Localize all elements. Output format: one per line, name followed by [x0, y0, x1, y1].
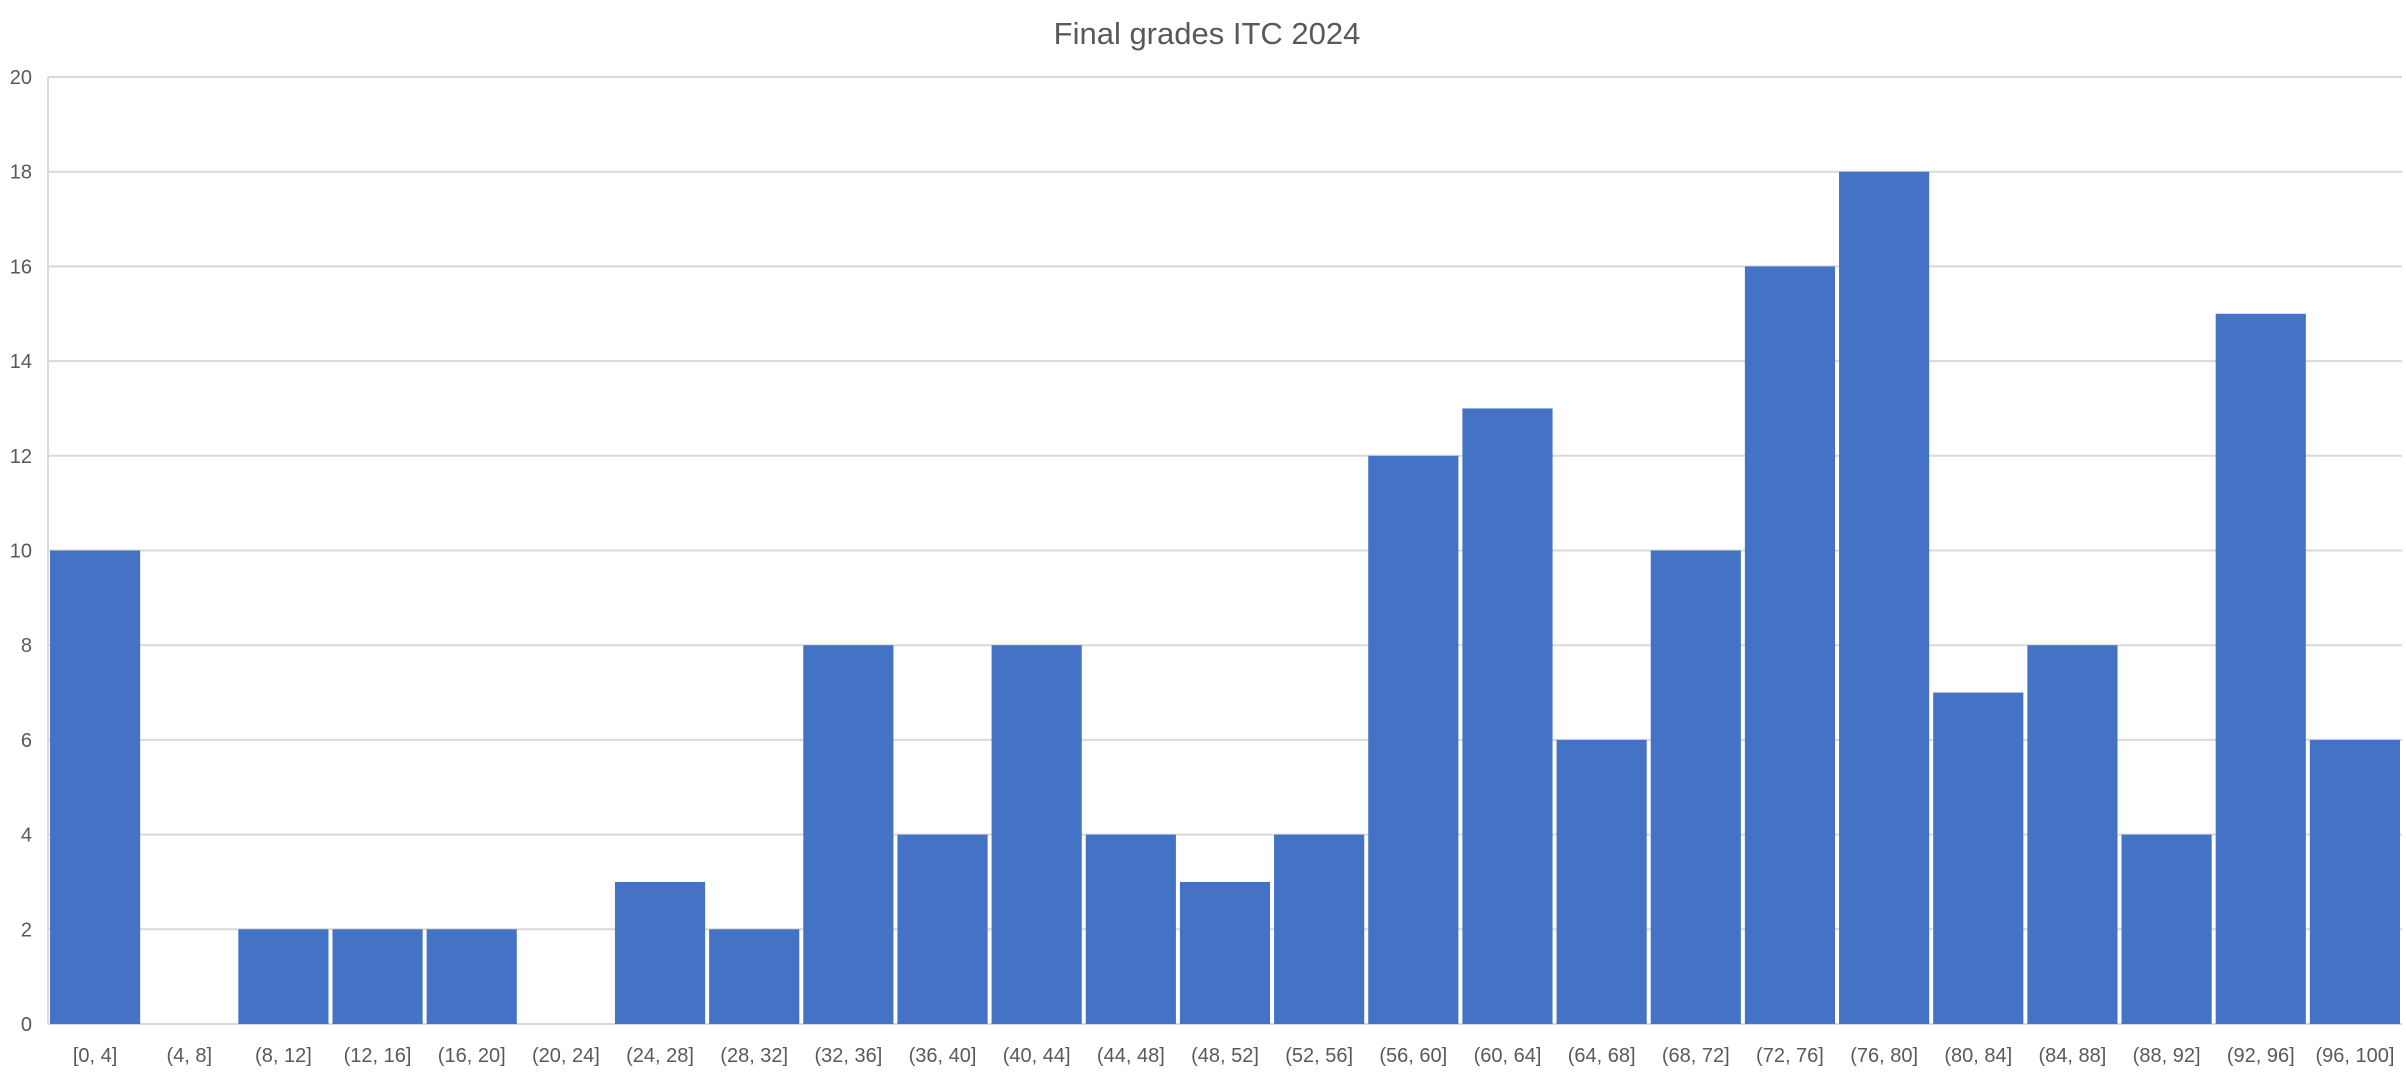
x-tick-label: (20, 24]: [532, 1045, 600, 1067]
x-tick-label: (68, 72]: [1662, 1045, 1730, 1067]
x-tick-label: (48, 52]: [1191, 1045, 1259, 1067]
bar: [1085, 834, 1176, 1024]
bar: [2309, 739, 2400, 1024]
x-tick-label: (4, 8]: [166, 1045, 212, 1067]
bar: [1556, 739, 1647, 1024]
y-tick-label: 6: [21, 730, 32, 752]
y-tick-label: 18: [10, 162, 32, 184]
bar: [332, 929, 423, 1024]
y-tick-label: 10: [10, 541, 32, 563]
y-tick-label: 12: [10, 446, 32, 468]
chart-title: Final grades ITC 2024: [1054, 16, 1361, 51]
x-tick-label: (24, 28]: [626, 1045, 694, 1067]
bar: [991, 645, 1082, 1024]
bars: [50, 171, 2400, 1024]
x-tick-label: (60, 64]: [1474, 1045, 1542, 1067]
bar: [2121, 834, 2212, 1024]
x-tick-label: (80, 84]: [1944, 1045, 2012, 1067]
y-tick-label: 4: [21, 825, 32, 847]
bar: [614, 881, 706, 1024]
bar: [1650, 550, 1741, 1024]
y-tick-label: 0: [21, 1014, 32, 1036]
bar: [1179, 881, 1271, 1024]
x-tick-label: (8, 12]: [255, 1045, 312, 1067]
bar: [1933, 692, 2024, 1024]
bar: [2215, 313, 2306, 1024]
bar: [1368, 455, 1459, 1024]
y-tick-label: 2: [21, 919, 32, 941]
bar: [1839, 171, 1930, 1024]
x-tick-label: (44, 48]: [1097, 1045, 1165, 1067]
bar: [2027, 645, 2118, 1024]
x-tick-label: (96, 100]: [2315, 1045, 2394, 1067]
x-tick-label: (88, 92]: [2133, 1045, 2201, 1067]
bar: [238, 929, 329, 1024]
x-tick-label: (52, 56]: [1285, 1045, 1353, 1067]
y-tick-label: 16: [10, 256, 32, 278]
bar: [897, 834, 988, 1024]
x-tick-label: (36, 40]: [909, 1045, 977, 1067]
x-tick-label: [0, 4]: [73, 1045, 117, 1067]
x-tick-label: (76, 80]: [1850, 1045, 1918, 1067]
bar: [709, 929, 800, 1024]
y-tick-label: 14: [10, 351, 32, 373]
x-tick-label: (72, 76]: [1756, 1045, 1824, 1067]
y-tick-label: 20: [10, 67, 32, 89]
x-tick-label: (32, 36]: [814, 1045, 882, 1067]
x-tick-label: (28, 32]: [720, 1045, 788, 1067]
x-tick-label: (56, 60]: [1379, 1045, 1447, 1067]
bar: [1274, 834, 1365, 1024]
bar: [50, 550, 141, 1024]
bar: [426, 929, 517, 1024]
x-tick-label: (12, 16]: [344, 1045, 412, 1067]
bar: [803, 645, 894, 1024]
x-tick-label: (92, 96]: [2227, 1045, 2295, 1067]
x-tick-label: (40, 44]: [1003, 1045, 1071, 1067]
y-tick-label: 8: [21, 635, 32, 657]
bar: [1462, 408, 1553, 1024]
x-tick-label: (64, 68]: [1568, 1045, 1636, 1067]
y-axis-ticks: 0 2 4 6 8 10 12 14 16 18 20: [10, 67, 32, 1036]
x-tick-label: (84, 88]: [2039, 1045, 2107, 1067]
bar: [1744, 266, 1836, 1024]
x-axis-ticks: [0, 4] (4, 8] (8, 12] (12, 16] (16, 20] (20, …: [73, 1045, 2395, 1067]
x-tick-label: (16, 20]: [438, 1045, 506, 1067]
